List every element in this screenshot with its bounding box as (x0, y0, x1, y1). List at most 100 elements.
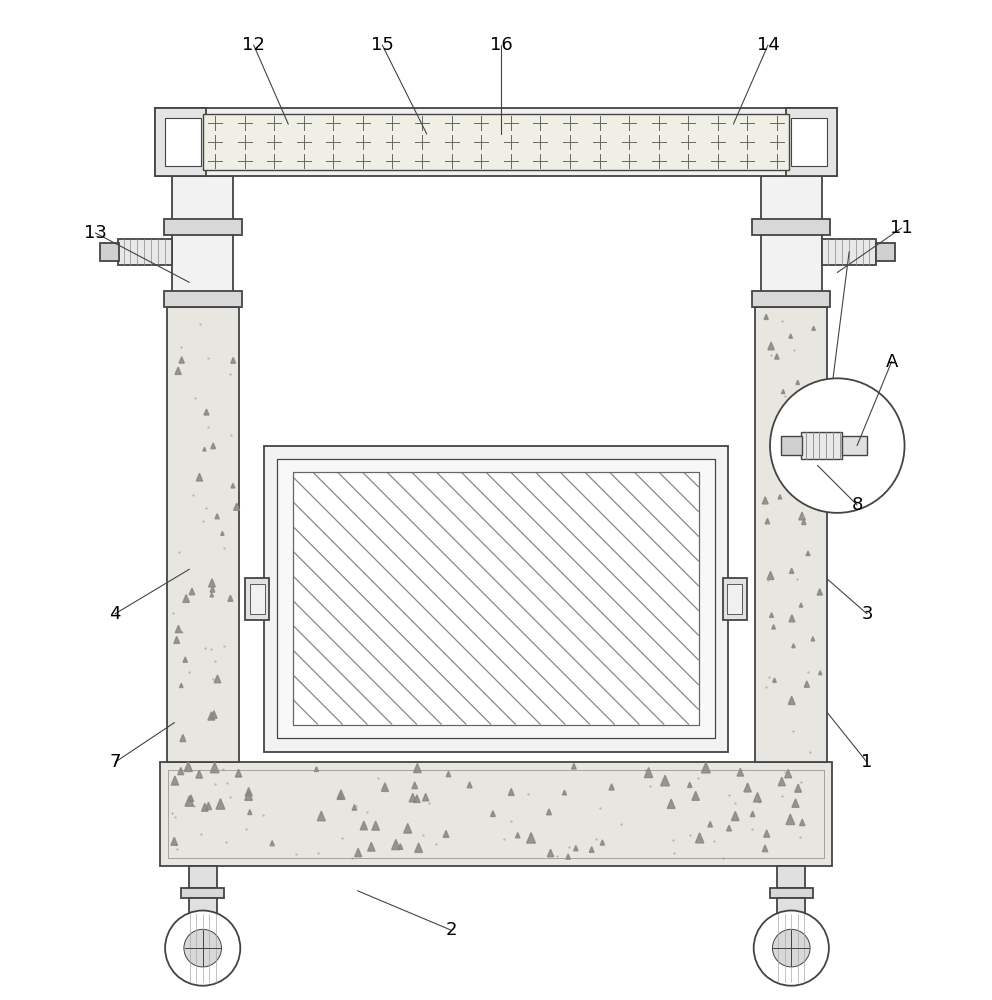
Text: A: A (886, 353, 898, 371)
Polygon shape (203, 447, 206, 451)
Text: 1: 1 (861, 753, 873, 771)
Polygon shape (231, 357, 235, 363)
Bar (791, 118, 827, 166)
Polygon shape (412, 782, 418, 789)
Text: 16: 16 (490, 36, 512, 54)
Polygon shape (661, 775, 670, 786)
Polygon shape (210, 762, 219, 773)
Bar (245, 578, 270, 620)
Polygon shape (196, 473, 202, 481)
Bar (761, 176, 822, 307)
Text: 2: 2 (445, 921, 457, 939)
Bar (278, 459, 714, 738)
Polygon shape (817, 589, 822, 595)
Polygon shape (727, 825, 731, 831)
Polygon shape (527, 833, 536, 843)
Bar (822, 239, 876, 265)
Bar (770, 888, 813, 898)
Bar (752, 219, 830, 235)
Bar (164, 219, 242, 235)
Polygon shape (208, 579, 215, 587)
Polygon shape (792, 799, 800, 807)
Polygon shape (220, 531, 224, 535)
Bar (786, 108, 837, 176)
Polygon shape (764, 314, 769, 319)
Polygon shape (701, 762, 710, 773)
Polygon shape (409, 793, 417, 802)
Polygon shape (767, 571, 774, 579)
Text: 11: 11 (890, 219, 913, 237)
Polygon shape (398, 844, 403, 849)
Polygon shape (695, 833, 704, 843)
Polygon shape (245, 787, 252, 796)
Polygon shape (205, 802, 211, 810)
Polygon shape (778, 495, 782, 499)
Bar (778, 866, 806, 888)
Polygon shape (180, 683, 184, 688)
Circle shape (773, 929, 810, 967)
Polygon shape (516, 833, 520, 838)
Text: 15: 15 (371, 36, 394, 54)
Polygon shape (787, 423, 794, 431)
Polygon shape (178, 767, 184, 775)
Polygon shape (446, 771, 450, 777)
Polygon shape (337, 793, 343, 799)
Polygon shape (352, 805, 357, 810)
Polygon shape (731, 811, 739, 821)
Polygon shape (600, 840, 604, 845)
Polygon shape (216, 799, 225, 809)
Bar (188, 866, 216, 888)
Polygon shape (215, 514, 219, 519)
Polygon shape (355, 848, 362, 857)
Polygon shape (189, 588, 194, 595)
Polygon shape (792, 644, 796, 648)
Bar (100, 243, 119, 261)
Polygon shape (314, 767, 318, 771)
Polygon shape (800, 819, 805, 826)
Polygon shape (185, 762, 192, 772)
Bar (172, 176, 233, 307)
Polygon shape (775, 354, 779, 359)
Polygon shape (765, 518, 770, 524)
Polygon shape (795, 784, 802, 792)
Circle shape (754, 911, 829, 986)
Polygon shape (779, 777, 786, 786)
Polygon shape (210, 593, 213, 597)
Polygon shape (789, 334, 793, 338)
Polygon shape (589, 847, 594, 852)
Polygon shape (770, 613, 774, 617)
Polygon shape (414, 795, 420, 802)
Polygon shape (768, 342, 775, 350)
Bar (842, 436, 867, 455)
Text: 4: 4 (109, 605, 121, 623)
Bar (876, 243, 895, 261)
Circle shape (165, 911, 240, 986)
Polygon shape (609, 784, 614, 790)
Circle shape (770, 378, 905, 513)
Polygon shape (737, 768, 744, 776)
Polygon shape (790, 568, 794, 573)
Polygon shape (789, 615, 795, 622)
Polygon shape (764, 830, 770, 837)
Polygon shape (214, 675, 221, 683)
Bar (160, 762, 832, 866)
Polygon shape (443, 830, 449, 837)
Polygon shape (423, 793, 429, 801)
Polygon shape (210, 443, 215, 449)
Text: 8: 8 (851, 496, 863, 514)
Polygon shape (360, 821, 367, 830)
Polygon shape (196, 770, 202, 778)
Polygon shape (188, 795, 193, 802)
Polygon shape (415, 843, 423, 852)
Polygon shape (816, 476, 820, 480)
Polygon shape (811, 637, 814, 641)
Polygon shape (762, 845, 768, 852)
Polygon shape (180, 734, 186, 742)
Polygon shape (687, 782, 692, 787)
Bar (278, 459, 714, 738)
Polygon shape (414, 764, 422, 773)
Polygon shape (802, 519, 806, 524)
Polygon shape (270, 841, 275, 846)
Polygon shape (800, 603, 803, 607)
Polygon shape (171, 837, 178, 845)
